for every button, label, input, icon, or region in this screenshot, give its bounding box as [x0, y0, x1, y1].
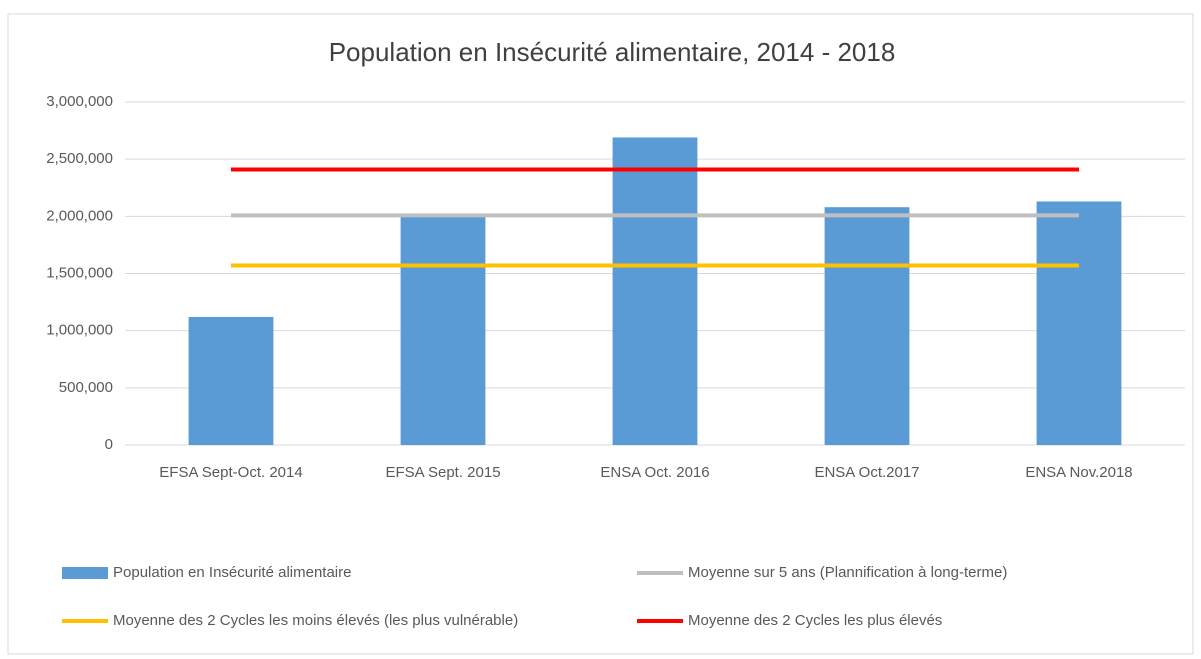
x-tick-label: ENSA Nov.2018 — [1025, 464, 1132, 481]
y-tick-label: 2,000,000 — [46, 207, 113, 224]
bar — [188, 316, 274, 445]
chart-title: Population en Insécurité alimentaire, 20… — [329, 37, 896, 67]
y-tick-label: 1,000,000 — [46, 322, 113, 339]
x-tick-label: ENSA Oct. 2016 — [600, 464, 709, 481]
legend-label: Moyenne sur 5 ans (Plannification à long… — [688, 564, 1007, 581]
x-tick-label: EFSA Sept-Oct. 2014 — [159, 464, 302, 481]
y-tick-label: 1,500,000 — [46, 264, 113, 281]
bar — [400, 214, 486, 445]
x-tick-label: EFSA Sept. 2015 — [385, 464, 500, 481]
x-tick-label: ENSA Oct.2017 — [814, 464, 919, 481]
chart-frame — [7, 13, 1194, 655]
legend-label: Population en Insécurité alimentaire — [113, 564, 351, 581]
legend-label: Moyenne des 2 Cycles les moins élevés (l… — [113, 612, 518, 629]
y-tick-label: 3,000,000 — [46, 93, 113, 110]
bar — [1036, 201, 1122, 445]
y-tick-label: 500,000 — [59, 379, 113, 396]
y-tick-label: 0 — [105, 436, 113, 453]
bar — [612, 137, 698, 445]
bar — [824, 207, 910, 445]
legend-label: Moyenne des 2 Cycles les plus élevés — [688, 612, 942, 629]
legend-swatch — [62, 567, 108, 579]
y-tick-label: 2,500,000 — [46, 150, 113, 167]
